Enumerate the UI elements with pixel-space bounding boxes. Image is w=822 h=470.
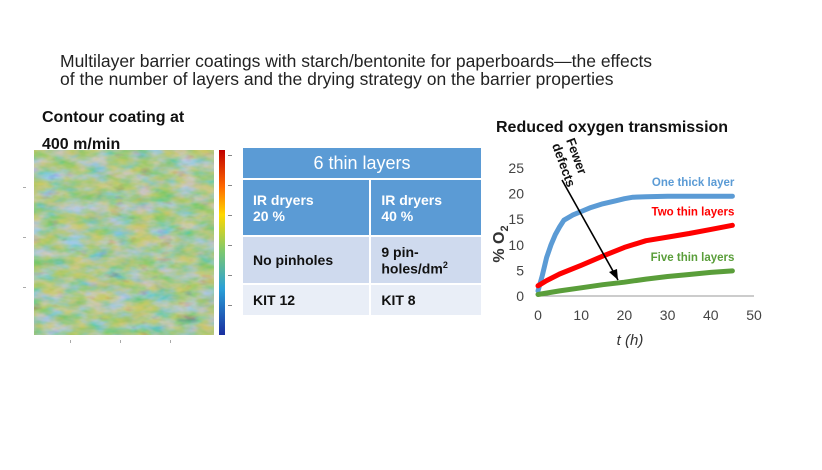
table-row-dryers: IR dryers 20 % IR dryers 40 % (243, 178, 481, 235)
chart-series-labels: One thick layer Two thin layers Five thin … (651, 177, 735, 264)
series-label-five-thin-layers: Five thin layers (651, 252, 735, 264)
table-row-kit: KIT 12 KIT 8 (243, 283, 481, 315)
title-line-1: Multilayer barrier coatings with starch/… (60, 51, 653, 71)
x-tick-label: 50 (746, 307, 762, 323)
y-tick-label: 25 (508, 160, 524, 176)
series-label-one-thick-layer: One thick layer (652, 177, 735, 189)
fewer-defects-arrow (561, 179, 619, 281)
y-tick-label: 10 (508, 237, 524, 253)
contour-plot: 6 thin layers (20, 147, 245, 470)
cell-pinholes-40-text: 9 pin- holes/dm (381, 243, 443, 277)
series-line-two-thin-layers (535, 222, 735, 289)
contour-colorbar-ticks (228, 155, 232, 306)
chart-series (535, 193, 735, 297)
cell-pinholes-40: 9 pin- holes/dm2 (369, 235, 481, 283)
contour-map-image (23, 150, 232, 343)
cell-pinholes-20: No pinholes (243, 235, 370, 283)
fewer-defects-annotation: Fewer defects (549, 136, 593, 189)
table-header: 6 thin layers (243, 148, 481, 178)
x-tick-label: 10 (573, 307, 589, 323)
cell-kit-40: KIT 8 (369, 283, 481, 315)
x-axis-label-text: t (h) (617, 332, 644, 349)
x-tick-label: 20 (617, 307, 633, 323)
y-tick-label: 15 (508, 211, 524, 227)
contour-heading-line-1: Contour coating at (42, 109, 185, 126)
y-tick-label: 0 (516, 288, 524, 304)
y-axis-label-subscript: 2 (499, 225, 511, 231)
y-tick-label: 5 (516, 262, 524, 278)
series-line-five-thin-layers (535, 268, 735, 297)
y-axis-label-text: % O (491, 232, 508, 263)
page-title: Multilayer barrier coatings with starch/… (60, 52, 780, 88)
x-tick-label: 0 (534, 307, 542, 323)
cell-ir-20: IR dryers 20 % (243, 178, 370, 235)
contour-heading-line-2: 400 m/min (42, 136, 121, 153)
drying-results-table: 6 thin layers IR dryers 20 % IR dryers 4… (243, 148, 481, 315)
chart-ticks: 0 10 20 30 40 50 0 5 10 15 20 25 (508, 160, 762, 323)
y-axis-label: % O2 (491, 225, 511, 262)
contour-layer-label: 6 thin layers (60, 455, 139, 470)
arrow-head (609, 269, 618, 280)
chart-title: Reduced oxygen transmission (496, 119, 728, 136)
series-label-two-thin-layers: Two thin layers (652, 206, 735, 218)
contour-axis-ticks (23, 187, 171, 343)
contour-colorbar (219, 150, 225, 335)
table-row-pinholes: No pinholes 9 pin- holes/dm2 (243, 235, 481, 283)
x-tick-label: 30 (660, 307, 676, 323)
cell-pinholes-40-exponent: 2 (442, 259, 448, 270)
arrow-shaft (561, 179, 619, 281)
cell-kit-20: KIT 12 (243, 283, 370, 315)
x-tick-label: 40 (703, 307, 719, 323)
x-axis-label: t (h) (617, 332, 644, 349)
series-line-one-thick-layer (535, 193, 735, 294)
y-tick-label: 20 (508, 186, 524, 202)
cell-ir-40: IR dryers 40 % (369, 178, 481, 235)
title-line-2: of the number of layers and the drying s… (60, 69, 614, 89)
contour-field (34, 150, 214, 335)
contour-heading: Contour coating at 400 m/min (42, 104, 242, 158)
oxygen-transmission-chart: Reduced oxygen transmission 0 10 20 30 40 500… (491, 119, 762, 349)
